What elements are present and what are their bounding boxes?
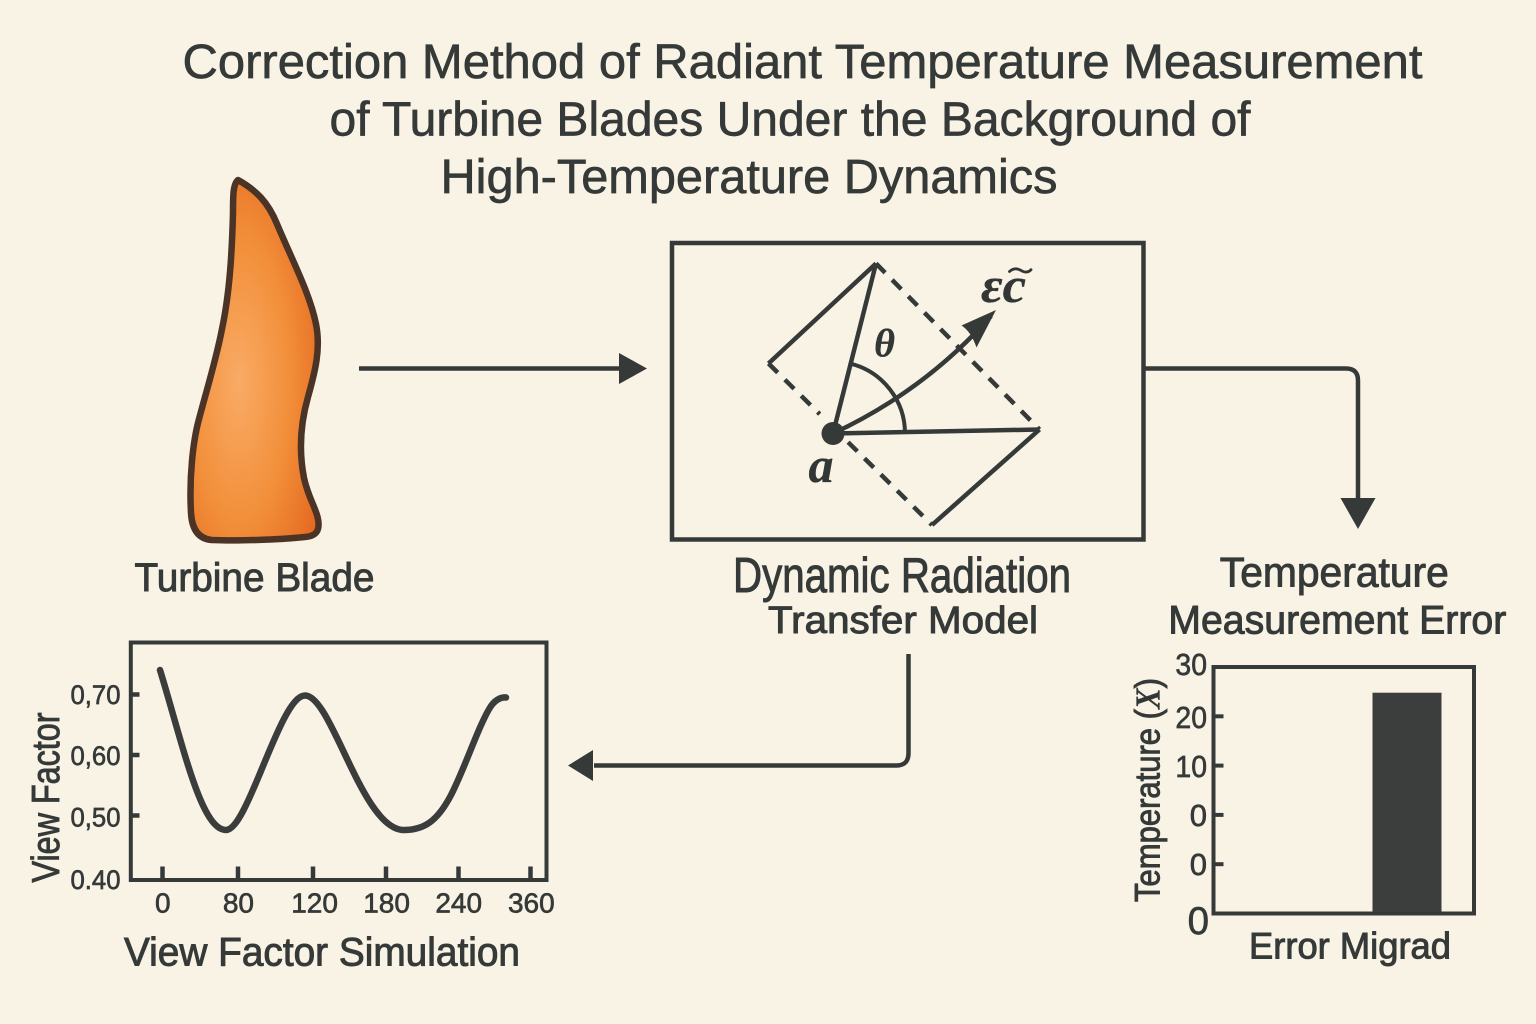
svg-text:View Factor: View Factor [25,712,68,882]
svg-text:30: 30 [1175,647,1207,682]
svg-text:0: 0 [155,888,171,919]
svg-text:0,50: 0,50 [71,803,121,833]
svg-text:θ: θ [874,320,895,365]
svg-text:Correction Method of Radiant T: Correction Method of Radiant Temperature… [183,36,1423,89]
svg-text:Dynamic Radiation: Dynamic Radiation [733,549,1071,603]
svg-text:High-Temperature Dynamics: High-Temperature Dynamics [441,151,1058,204]
svg-text:0,70: 0,70 [71,680,121,710]
svg-text:360: 360 [508,888,555,919]
svg-text:10: 10 [1175,749,1207,784]
svg-text:Transfer Model: Transfer Model [768,600,1038,642]
svg-text:240: 240 [435,888,482,919]
svg-text:Error Migrad: Error Migrad [1249,926,1451,967]
svg-text:Measurement Error: Measurement Error [1168,599,1506,643]
svg-text:Turbine Blade: Turbine Blade [135,556,375,600]
svg-text:View Factor Simulation: View Factor Simulation [124,931,520,975]
svg-text:εc: εc [981,257,1026,313]
svg-text:0: 0 [1188,900,1209,943]
svg-text:180: 180 [363,888,410,919]
svg-text:a: a [809,437,834,493]
svg-text:Temperature (X): Temperature (X) [1128,678,1167,902]
svg-text:0: 0 [1190,847,1207,882]
svg-text:0: 0 [1190,798,1207,833]
svg-text:of Turbine Blades Under the Ba: of Turbine Blades Under the Background o… [330,94,1252,147]
svg-text:0,60: 0,60 [71,741,121,771]
svg-text:Temperature: Temperature [1220,549,1449,596]
svg-text:120: 120 [291,888,338,919]
svg-text:0.40: 0.40 [71,865,121,895]
svg-text:20: 20 [1175,700,1207,735]
svg-text:80: 80 [223,888,254,919]
